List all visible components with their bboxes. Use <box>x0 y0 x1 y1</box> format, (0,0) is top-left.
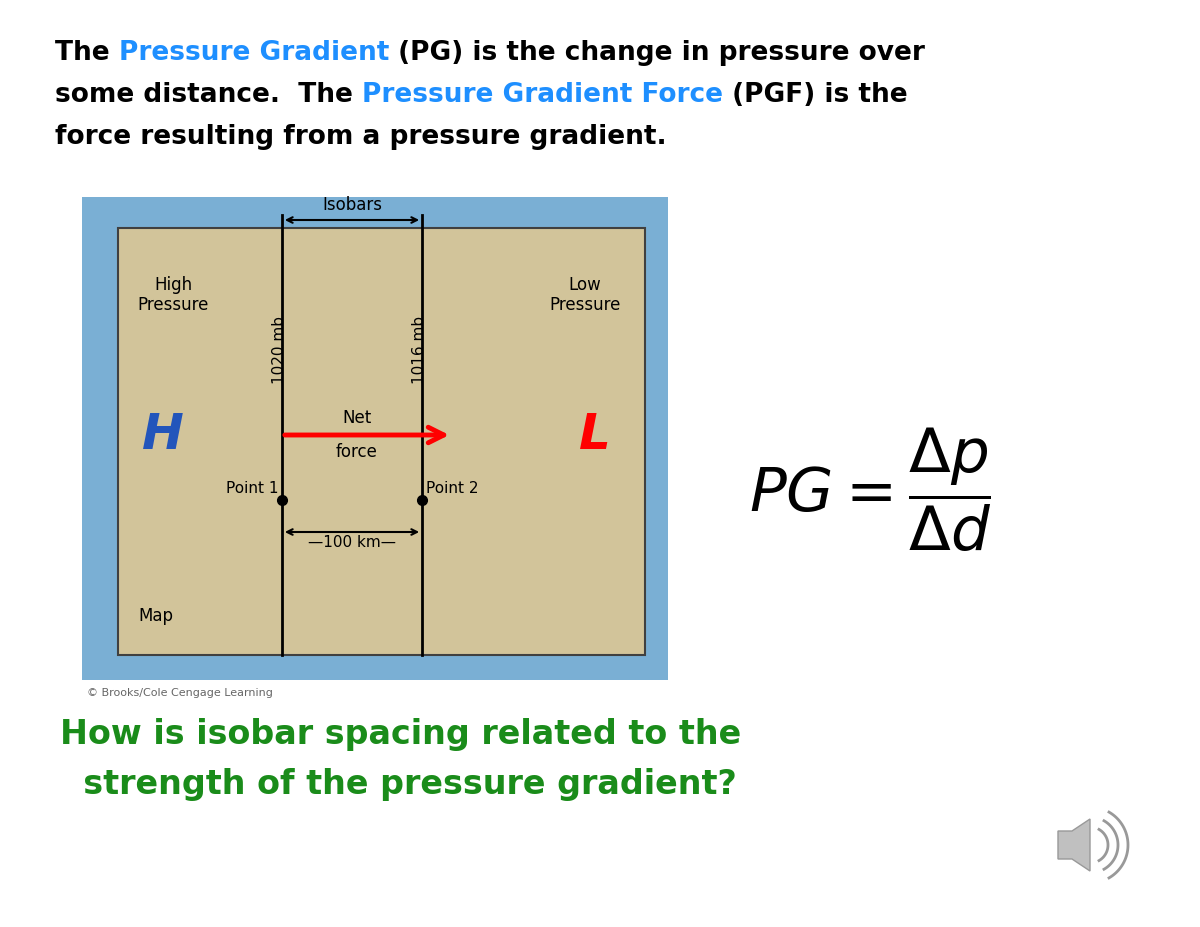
Text: —100 km—: —100 km— <box>308 535 396 550</box>
Bar <box>82 197 668 680</box>
Text: $\mathit{PG} = \dfrac{\Delta p}{\Delta d}$: $\mathit{PG} = \dfrac{\Delta p}{\Delta d… <box>749 425 991 554</box>
Text: 1020 mb: 1020 mb <box>272 316 288 384</box>
Text: Point 2: Point 2 <box>426 481 479 496</box>
Text: Net: Net <box>342 409 372 427</box>
Text: The: The <box>55 40 119 66</box>
Bar <box>118 228 646 655</box>
Text: High
Pressure: High Pressure <box>137 275 209 314</box>
Text: some distance.  The: some distance. The <box>55 82 362 108</box>
Text: force resulting from a pressure gradient.: force resulting from a pressure gradient… <box>55 124 667 150</box>
Text: (PGF) is the: (PGF) is the <box>722 82 907 108</box>
Text: How is isobar spacing related to the: How is isobar spacing related to the <box>60 718 742 751</box>
Text: (PG) is the change in pressure over: (PG) is the change in pressure over <box>389 40 925 66</box>
Text: © Brooks/Cole Cengage Learning: © Brooks/Cole Cengage Learning <box>88 688 272 698</box>
Polygon shape <box>1058 819 1090 871</box>
Text: L: L <box>580 411 611 459</box>
Text: Pressure Gradient Force: Pressure Gradient Force <box>362 82 722 108</box>
Text: 1016 mb: 1016 mb <box>413 316 427 384</box>
Text: force: force <box>336 443 378 461</box>
Text: Map: Map <box>138 607 173 625</box>
Text: Low
Pressure: Low Pressure <box>550 275 620 314</box>
Text: Isobars: Isobars <box>322 196 382 214</box>
Text: Point 1: Point 1 <box>226 481 278 496</box>
Text: strength of the pressure gradient?: strength of the pressure gradient? <box>60 768 737 801</box>
Text: Pressure Gradient: Pressure Gradient <box>119 40 389 66</box>
Text: H: H <box>142 411 184 459</box>
